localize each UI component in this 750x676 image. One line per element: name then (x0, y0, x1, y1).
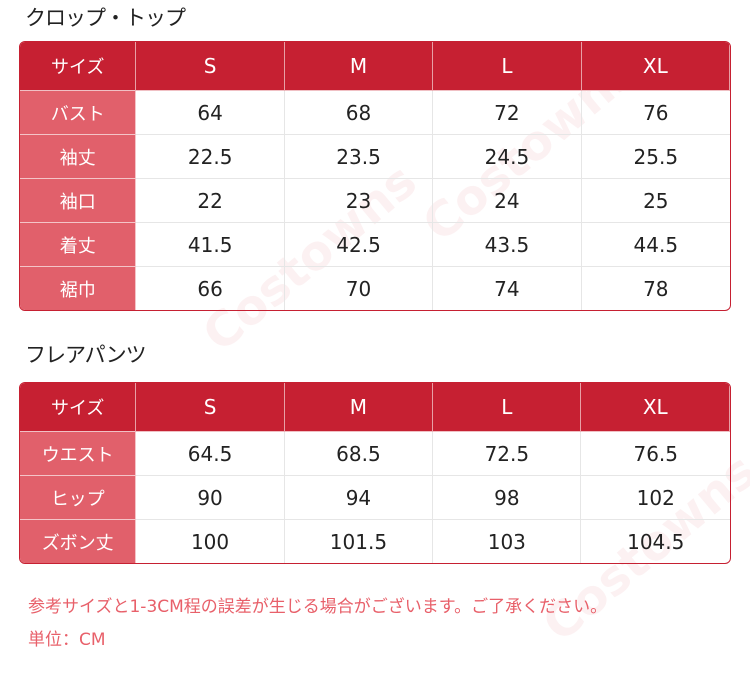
table-cell: 68 (284, 91, 434, 135)
table-cell: 23.5 (284, 135, 434, 179)
table-cell: XL (581, 383, 730, 432)
table-cell: 43.5 (433, 223, 582, 267)
table-cell: 25.5 (581, 135, 730, 179)
table-cell: 68.5 (284, 432, 434, 476)
table-cell: 44.5 (581, 223, 730, 267)
table-cell: 90 (136, 476, 285, 520)
table-cell: S (136, 383, 285, 432)
table-title: フレアパンツ (25, 343, 147, 367)
table-cell: 64 (136, 91, 285, 135)
table-cell: 76 (581, 91, 730, 135)
table-title: クロップ・トップ (25, 6, 186, 30)
table-cell: 64.5 (136, 432, 285, 476)
row-label: ウエスト (20, 432, 137, 476)
note-text: 参考サイズと1-3CM程の誤差が生じる場合がございます。ご了承ください。 (28, 597, 608, 617)
row-label: 袖丈 (20, 135, 137, 179)
table-cell: 101.5 (285, 520, 434, 563)
table-cell: 42.5 (284, 223, 434, 267)
table-cell: 94 (284, 476, 434, 520)
row-label: サイズ (20, 42, 137, 91)
table-cell: 103 (433, 520, 582, 563)
table-cell: 23 (284, 179, 434, 223)
table-cell: M (284, 383, 434, 432)
table-cell: L (433, 42, 582, 91)
unit-text: 単位：CM (28, 630, 106, 650)
table-cell: XL (581, 42, 730, 91)
table-cell: 76.5 (581, 432, 730, 476)
table-cell: 98 (433, 476, 582, 520)
table-row: ズボン丈 100 101.5 103 104.5 (20, 520, 730, 563)
table-cell: 24 (433, 179, 582, 223)
table-cell: 72 (433, 91, 582, 135)
row-label: ヒップ (20, 476, 137, 520)
table-cell: 72.5 (433, 432, 582, 476)
header-row: サイズ S M L XL (20, 42, 730, 91)
row-label: 着丈 (20, 223, 137, 267)
table-row: バスト 64 68 72 76 (20, 91, 730, 135)
table-row: ウエスト 64.5 68.5 72.5 76.5 (20, 432, 730, 476)
table-cell: 102 (581, 476, 730, 520)
row-label: 裾巾 (20, 267, 137, 310)
row-label: バスト (20, 91, 137, 135)
row-label: ズボン丈 (20, 520, 137, 563)
table-cell: 70 (285, 267, 434, 310)
table-cell: 22.5 (136, 135, 285, 179)
table-cell: 104.5 (627, 529, 685, 554)
table-row: 袖口 22 23 24 25 (20, 179, 730, 223)
table-cell: 25 (581, 179, 730, 223)
table-row: 着丈 41.5 42.5 43.5 44.5 (20, 223, 730, 267)
table-cell: 78 (643, 276, 669, 301)
table-cell: 74 (433, 267, 582, 310)
size-table-crop-top: サイズ S M L XL バスト 64 68 72 76 袖丈 22.5 23.5 24.5 25.5 袖口 2… (19, 41, 731, 311)
table-cell: 66 (136, 267, 285, 310)
size-table-flare-pants: サイズ S M L XL ウエスト 64.5 68.5 72.5 76.5 ヒップ 90 94 98 102… (19, 382, 731, 564)
table-cell: S (136, 42, 285, 91)
table-row: 袖丈 22.5 23.5 24.5 25.5 (20, 135, 730, 179)
table-cell: 22 (136, 179, 285, 223)
header-row: サイズ S M L XL (20, 383, 730, 432)
row-label: 袖口 (20, 179, 137, 223)
row-label: サイズ (20, 383, 137, 432)
table-row: 裾巾 66 70 74 78 (20, 267, 730, 310)
table-cell: M (284, 42, 434, 91)
table-cell: 100 (136, 520, 285, 563)
table-cell: 24.5 (433, 135, 582, 179)
table-cell: 41.5 (136, 223, 285, 267)
table-cell: L (433, 383, 582, 432)
table-row: ヒップ 90 94 98 102 (20, 476, 730, 520)
